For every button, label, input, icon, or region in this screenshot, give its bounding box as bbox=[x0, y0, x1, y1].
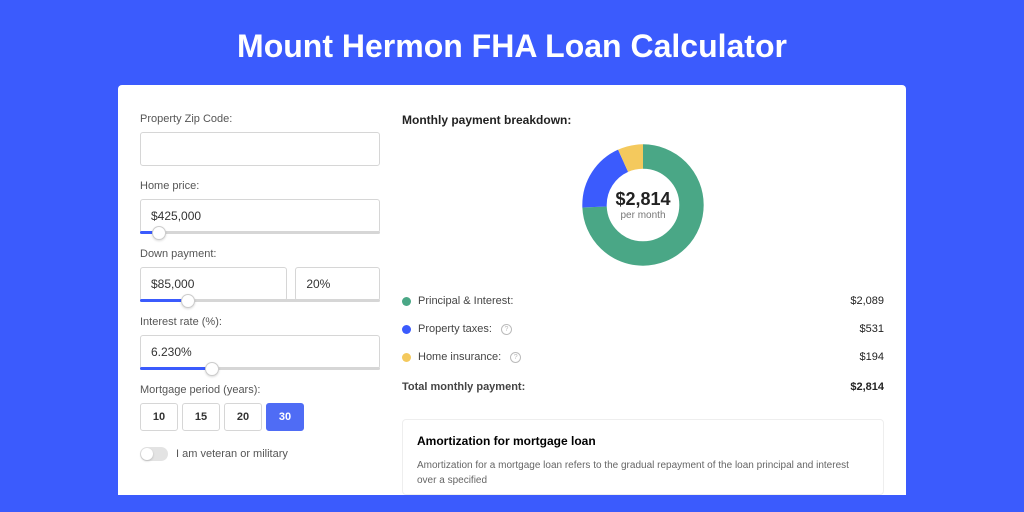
veteran-row: I am veteran or military bbox=[140, 447, 380, 461]
home-price-input[interactable] bbox=[140, 199, 380, 233]
period-field: Mortgage period (years): 10152030 bbox=[140, 384, 380, 431]
info-icon[interactable]: ? bbox=[501, 324, 512, 335]
zip-field: Property Zip Code: bbox=[140, 113, 380, 166]
veteran-label: I am veteran or military bbox=[176, 448, 288, 460]
page-title: Mount Hermon FHA Loan Calculator bbox=[0, 0, 1024, 85]
down-payment-amount-input[interactable] bbox=[140, 267, 287, 301]
down-payment-field: Down payment: bbox=[140, 248, 380, 302]
interest-rate-field: Interest rate (%): bbox=[140, 316, 380, 370]
dot-tax bbox=[402, 325, 411, 334]
breakdown-heading: Monthly payment breakdown: bbox=[402, 113, 884, 127]
donut-center: $2,814 per month bbox=[579, 141, 707, 269]
inputs-column: Property Zip Code: Home price: Down paym… bbox=[140, 113, 380, 495]
period-btn-30[interactable]: 30 bbox=[266, 403, 304, 431]
breakdown-row-pi: Principal & Interest: $2,089 bbox=[402, 287, 884, 315]
breakdown-value-ins: $194 bbox=[860, 351, 884, 363]
down-payment-pct-input[interactable] bbox=[295, 267, 380, 301]
home-price-slider[interactable] bbox=[140, 231, 380, 234]
breakdown-label-tax: Property taxes: bbox=[418, 323, 492, 335]
amortization-card: Amortization for mortgage loan Amortizat… bbox=[402, 419, 884, 495]
donut-sub: per month bbox=[620, 210, 665, 221]
down-payment-slider[interactable] bbox=[140, 299, 380, 302]
interest-rate-slider[interactable] bbox=[140, 367, 380, 370]
zip-label: Property Zip Code: bbox=[140, 113, 380, 125]
period-label: Mortgage period (years): bbox=[140, 384, 380, 396]
breakdown-list: Principal & Interest: $2,089 Property taxe… bbox=[402, 287, 884, 371]
total-label: Total monthly payment: bbox=[402, 381, 525, 393]
donut-chart-wrap: $2,814 per month bbox=[402, 141, 884, 269]
period-buttons: 10152030 bbox=[140, 403, 380, 431]
dot-pi bbox=[402, 297, 411, 306]
amortization-title: Amortization for mortgage loan bbox=[417, 434, 869, 448]
breakdown-column: Monthly payment breakdown: $2,814 per mo… bbox=[402, 113, 884, 495]
calculator-card: Property Zip Code: Home price: Down paym… bbox=[118, 85, 906, 495]
dot-ins bbox=[402, 353, 411, 362]
zip-input[interactable] bbox=[140, 132, 380, 166]
total-value: $2,814 bbox=[850, 381, 884, 393]
interest-rate-label: Interest rate (%): bbox=[140, 316, 380, 328]
home-price-field: Home price: bbox=[140, 180, 380, 234]
breakdown-row-ins: Home insurance:? $194 bbox=[402, 343, 884, 371]
toggle-knob bbox=[141, 448, 153, 460]
period-btn-10[interactable]: 10 bbox=[140, 403, 178, 431]
interest-rate-input[interactable] bbox=[140, 335, 380, 369]
breakdown-label-pi: Principal & Interest: bbox=[418, 295, 513, 307]
breakdown-label-ins: Home insurance: bbox=[418, 351, 501, 363]
info-icon[interactable]: ? bbox=[510, 352, 521, 363]
veteran-toggle[interactable] bbox=[140, 447, 168, 461]
breakdown-value-pi: $2,089 bbox=[850, 295, 884, 307]
amortization-text: Amortization for a mortgage loan refers … bbox=[417, 458, 869, 488]
period-btn-15[interactable]: 15 bbox=[182, 403, 220, 431]
breakdown-value-tax: $531 bbox=[860, 323, 884, 335]
donut-chart: $2,814 per month bbox=[579, 141, 707, 269]
donut-amount: $2,814 bbox=[615, 189, 670, 210]
breakdown-row-tax: Property taxes:? $531 bbox=[402, 315, 884, 343]
period-btn-20[interactable]: 20 bbox=[224, 403, 262, 431]
total-row: Total monthly payment: $2,814 bbox=[402, 371, 884, 401]
down-payment-label: Down payment: bbox=[140, 248, 380, 260]
home-price-label: Home price: bbox=[140, 180, 380, 192]
